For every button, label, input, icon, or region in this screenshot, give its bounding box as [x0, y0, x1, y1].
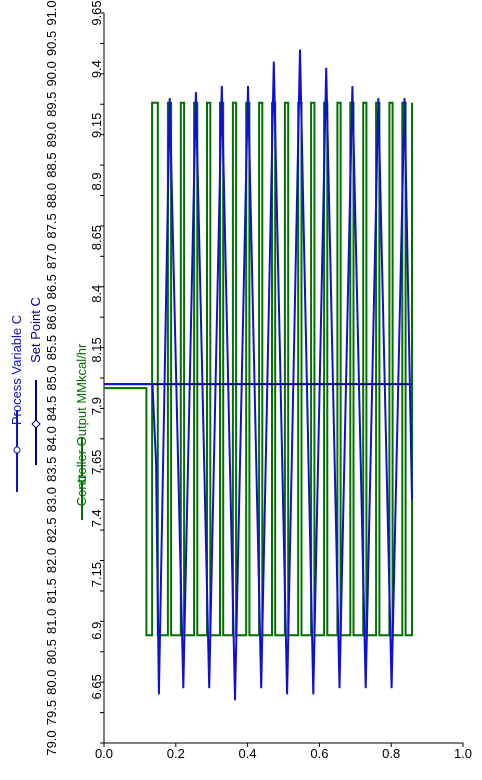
left-tick-label: 86.0 [44, 305, 59, 330]
left-tick-label: 91.0 [44, 0, 59, 25]
left-tick-label: 84.0 [44, 426, 59, 451]
left-tick-label: 82.0 [44, 548, 59, 573]
process-variable-line [104, 49, 413, 701]
left-tick-label: 79.0 [44, 730, 59, 755]
left-tick-label: 88.5 [44, 152, 59, 177]
x-tick-label: 0.6 [310, 746, 328, 761]
right-tick-label: 7.15 [89, 562, 104, 587]
left-tick-label: 82.5 [44, 517, 59, 542]
right-tick-label: 8.15 [89, 337, 104, 362]
left-tick-label: 89.0 [44, 122, 59, 147]
x-tick-label: 1.0 [454, 746, 472, 761]
left-tick-label: 79.5 [44, 700, 59, 725]
legend-layer: Process Variable C Set Point C Controller … [9, 297, 89, 520]
x-tick-label: 0.2 [167, 746, 185, 761]
legend-label: Controller Output MMkcal/hr [74, 343, 89, 506]
left-tick-label: 90.0 [44, 61, 59, 86]
left-tick-label: 87.5 [44, 213, 59, 238]
x-tick-label: 0.8 [382, 746, 400, 761]
left-tick-label: 81.5 [44, 578, 59, 603]
left-tick-label: 88.0 [44, 183, 59, 208]
right-tick-label: 7.65 [89, 450, 104, 475]
right-tick-label: 9.15 [89, 113, 104, 138]
left-tick-label: 80.5 [44, 639, 59, 664]
right-tick-label: 9.65 [89, 0, 104, 25]
left-tick-label: 87.0 [44, 244, 59, 269]
series-layer [104, 49, 413, 701]
legend-marker-diamond [31, 419, 41, 429]
x-tick-label: 0.0 [95, 746, 113, 761]
legend-label: Process Variable C [9, 315, 24, 425]
axis-layer: 0.0 0.2 0.4 0.6 0.8 1.0 79.0 79.5 80.0 80.5 81.0 81… [44, 0, 472, 761]
right-tick-label: 6.9 [89, 622, 104, 640]
right-tick-label: 8.9 [89, 172, 104, 190]
left-tick-label: 83.0 [44, 487, 59, 512]
right-tick-label: 9.4 [89, 60, 104, 78]
left-tick-label: 85.0 [44, 365, 59, 390]
legend-marker-square [78, 475, 86, 483]
right-tick-label: 7.9 [89, 397, 104, 415]
x-tick-label: 0.4 [239, 746, 257, 761]
left-tick-label: 84.5 [44, 396, 59, 421]
left-tick-label: 86.5 [44, 274, 59, 299]
legend-label: Set Point C [28, 297, 43, 363]
left-tick-label: 81.0 [44, 609, 59, 634]
right-tick-label: 8.4 [89, 285, 104, 303]
left-tick-label: 80.0 [44, 670, 59, 695]
left-tick-label: 85.5 [44, 335, 59, 360]
left-tick-label: 89.5 [44, 92, 59, 117]
legend-marker-circle [13, 446, 21, 454]
left-tick-label: 83.5 [44, 457, 59, 482]
right-tick-label: 8.65 [89, 225, 104, 250]
right-tick-label: 6.65 [89, 674, 104, 699]
right-tick-label: 7.4 [89, 509, 104, 527]
left-tick-label: 90.5 [44, 31, 59, 56]
